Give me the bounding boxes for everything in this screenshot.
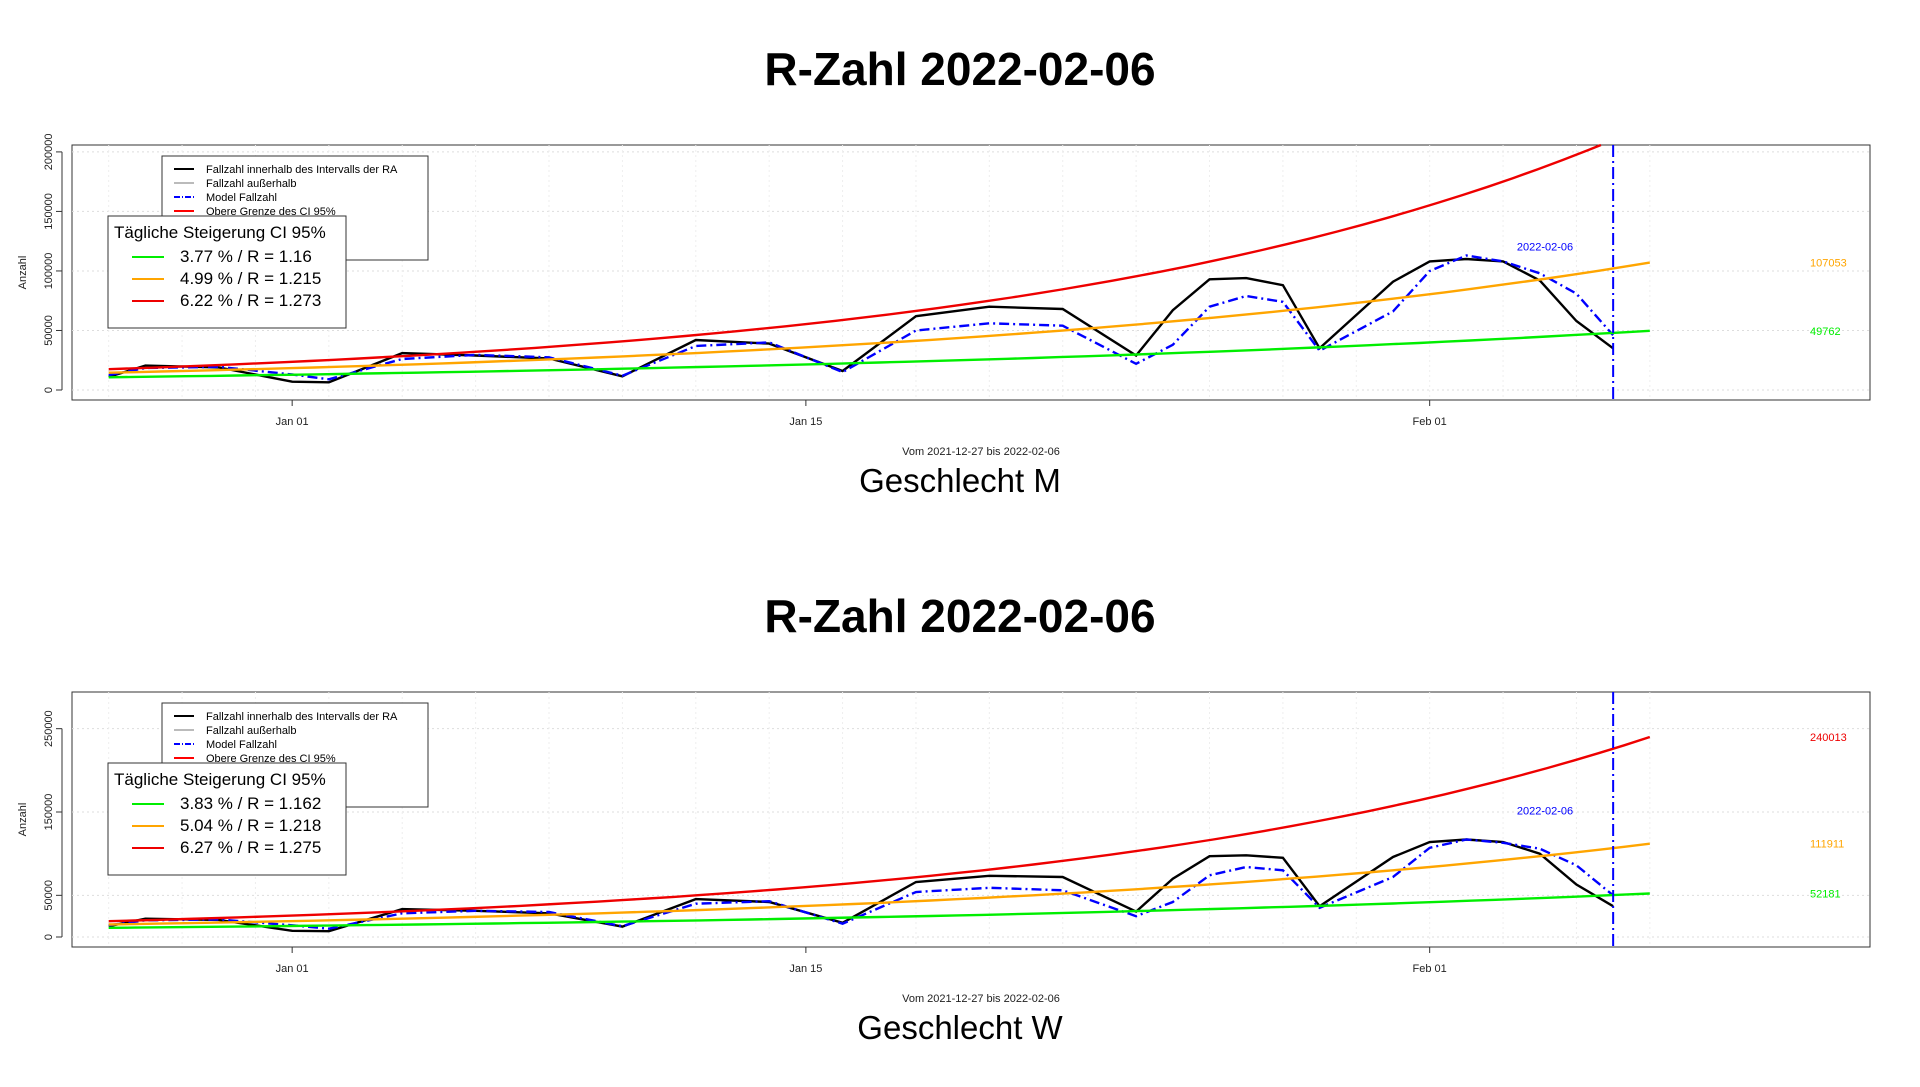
- x-tick-label: Feb 01: [1413, 963, 1447, 975]
- chart-panel-m: R-Zahl 2022-02-06 0 50000 100000 150000 2000…: [0, 0, 1920, 540]
- end-value-label: 240013: [1810, 732, 1847, 744]
- legend-growth-title: Tägliche Steigerung CI 95%: [114, 770, 326, 789]
- legend-growth-label: 6.22 % / R = 1.273: [180, 291, 321, 310]
- plot-frame: [71, 144, 1871, 401]
- chart-svg: 0 50000 100000 150000 200000 Anzahl Jan 01 Jan …: [17, 134, 1871, 458]
- series-line-lower: [108, 329, 1650, 379]
- legend-growth-label: 3.83 % / R = 1.162: [180, 794, 321, 813]
- x-tick-label: Jan 01: [276, 963, 309, 975]
- series-line-fallzahl: [108, 257, 1614, 384]
- y-axis-label: Anzahl: [17, 803, 29, 837]
- legend-growth-title: Tägliche Steigerung CI 95%: [114, 223, 326, 242]
- y-tick-label: 250000: [43, 710, 55, 747]
- series-line-upper: [108, 735, 1651, 923]
- end-value-label: 111911: [1810, 839, 1844, 851]
- x-tick-label: Jan 01: [276, 416, 309, 428]
- date-marker-label: 2022-02-06: [1517, 806, 1573, 818]
- chart-subtitle: Geschlecht M: [859, 462, 1061, 499]
- end-value-label: 107053: [1810, 258, 1847, 270]
- x-axis-label: Vom 2021-12-27 bis 2022-02-06: [902, 446, 1060, 458]
- y-tick-label: 50000: [43, 880, 55, 911]
- chart-svg: 0 50000 150000 250000 Anzahl Jan 01 Jan 15 Feb …: [17, 691, 1871, 1005]
- y-tick-label: 100000: [43, 253, 55, 290]
- y-axis-label: Anzahl: [17, 256, 29, 290]
- date-marker-label: 2022-02-06: [1517, 242, 1573, 254]
- chart-subtitle: Geschlecht W: [857, 1009, 1063, 1046]
- chart-title: R-Zahl 2022-02-06: [764, 590, 1156, 642]
- series-line-lower: [108, 892, 1650, 929]
- y-tick-label: 0: [43, 934, 55, 940]
- x-tick-label: Feb 01: [1413, 416, 1447, 428]
- y-tick-label: 200000: [43, 134, 55, 171]
- legend-series-label: Obere Grenze des CI 95%: [206, 206, 336, 218]
- legend-growth-label: 6.27 % / R = 1.275: [180, 838, 321, 857]
- end-value-label: 49762: [1810, 326, 1841, 338]
- x-tick-label: Jan 15: [789, 416, 822, 428]
- legend-growth-label: 3.77 % / R = 1.16: [180, 247, 312, 266]
- legend-series-label: Obere Grenze des CI 95%: [206, 753, 336, 765]
- legend-series-label: Fallzahl innerhalb des Intervalls der RA: [206, 164, 398, 176]
- end-value-label: 52181: [1810, 889, 1841, 901]
- legend-series-label: Fallzahl außerhalb: [206, 725, 297, 737]
- legend-growth-label: 5.04 % / R = 1.218: [180, 816, 321, 835]
- legend-growth-box: [107, 215, 347, 329]
- series-line-model: [108, 838, 1614, 930]
- chart-panel-w: R-Zahl 2022-02-06 0 50000 150000 250000 Anza…: [0, 547, 1920, 1087]
- legend-series-label: Fallzahl außerhalb: [206, 178, 297, 190]
- legend-growth-box: [107, 762, 347, 876]
- plot-frame: [71, 691, 1871, 948]
- y-tick-label: 50000: [43, 315, 55, 346]
- y-tick-label: 150000: [43, 193, 55, 230]
- x-tick-label: Jan 15: [789, 963, 822, 975]
- legend-growth-label: 4.99 % / R = 1.215: [180, 269, 321, 288]
- y-tick-label: 150000: [43, 794, 55, 831]
- series-line-mid: [108, 261, 1650, 374]
- series-line-model: [108, 254, 1614, 381]
- legend-series-label: Fallzahl innerhalb des Intervalls der RA: [206, 711, 398, 723]
- legend-series-label: Model Fallzahl: [206, 192, 277, 204]
- series-line-mid: [108, 842, 1650, 926]
- chart-title: R-Zahl 2022-02-06: [764, 43, 1156, 95]
- series-line-upper: [108, 143, 1602, 371]
- legend-series-label: Model Fallzahl: [206, 739, 277, 751]
- x-axis-label: Vom 2021-12-27 bis 2022-02-06: [902, 993, 1060, 1005]
- y-tick-label: 0: [43, 387, 55, 393]
